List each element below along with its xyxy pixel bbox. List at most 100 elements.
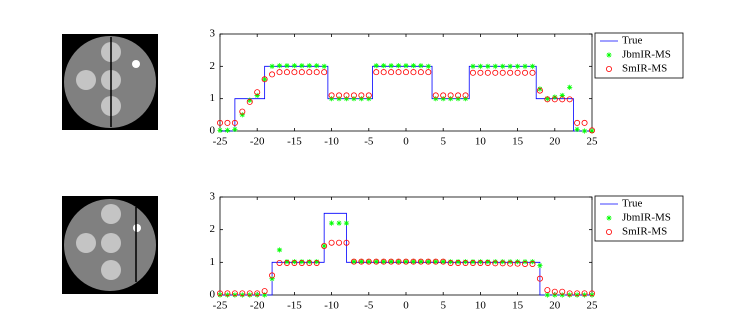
y-tick-label: 0 bbox=[210, 125, 216, 137]
circle-marker bbox=[246, 98, 253, 105]
star-marker bbox=[336, 220, 342, 226]
circle-marker bbox=[455, 259, 462, 266]
star-marker bbox=[537, 86, 543, 92]
star-marker bbox=[351, 96, 357, 102]
star-marker bbox=[425, 259, 431, 265]
star-marker bbox=[477, 259, 483, 265]
star-marker bbox=[455, 96, 461, 102]
star-marker bbox=[492, 63, 498, 69]
y-tick-label: 1 bbox=[210, 256, 216, 268]
star-marker bbox=[329, 96, 335, 102]
circle-marker bbox=[514, 69, 521, 76]
star-marker bbox=[470, 63, 476, 69]
plot: -25 -20 -15 -10 -5 0 5 10 15 20 25 0 1 2 3 bbox=[210, 28, 599, 148]
phantom-spot bbox=[101, 260, 121, 280]
circle-marker bbox=[462, 259, 469, 266]
circle-marker bbox=[507, 260, 514, 267]
circle-marker bbox=[606, 66, 613, 73]
plot: -25 -20 -15 -10 -5 0 5 10 15 20 25 0 1 2 3 bbox=[210, 191, 599, 312]
star-marker bbox=[403, 259, 409, 265]
circle-marker bbox=[380, 258, 387, 265]
circle-marker bbox=[283, 259, 290, 266]
star-marker bbox=[462, 259, 469, 265]
star-marker bbox=[366, 96, 372, 102]
star-marker bbox=[552, 292, 558, 298]
circle-marker bbox=[365, 258, 372, 265]
circle-marker bbox=[373, 69, 380, 76]
circle-marker bbox=[522, 69, 529, 76]
star-marker bbox=[477, 63, 483, 69]
star-marker bbox=[321, 243, 327, 249]
star-marker bbox=[507, 63, 513, 69]
star-marker bbox=[217, 127, 223, 133]
star-marker bbox=[239, 112, 245, 118]
circle-marker bbox=[455, 92, 462, 99]
star-marker bbox=[291, 259, 297, 265]
circle-marker bbox=[291, 259, 298, 266]
x-tick-label: -25 bbox=[213, 136, 228, 148]
circle-marker bbox=[432, 92, 439, 99]
star-marker bbox=[403, 63, 409, 69]
star-marker bbox=[448, 96, 454, 102]
star-marker bbox=[606, 52, 612, 58]
circle-marker bbox=[254, 89, 261, 96]
star-marker bbox=[232, 126, 238, 132]
star-marker bbox=[247, 97, 253, 103]
circle-marker bbox=[350, 258, 357, 265]
x-tick-label: -5 bbox=[364, 300, 374, 312]
x-tick-label: 15 bbox=[512, 300, 524, 312]
circle-marker bbox=[410, 258, 417, 265]
circle-marker bbox=[239, 290, 246, 297]
star-marker bbox=[299, 63, 305, 69]
star-marker bbox=[358, 259, 364, 265]
circle-marker bbox=[529, 260, 536, 267]
star-marker bbox=[544, 96, 550, 102]
circle-marker bbox=[395, 258, 402, 265]
circle-marker bbox=[358, 92, 365, 99]
x-tick-label: 15 bbox=[512, 136, 524, 148]
x-tick-label: -20 bbox=[250, 136, 265, 148]
legend-box bbox=[594, 32, 684, 79]
star-marker bbox=[515, 259, 521, 265]
star-marker bbox=[232, 292, 238, 298]
star-marker bbox=[470, 259, 476, 265]
circle-marker bbox=[388, 69, 395, 76]
x-tick-label: 5 bbox=[440, 136, 446, 148]
circle-marker bbox=[328, 92, 335, 99]
star-marker bbox=[410, 259, 417, 265]
circle-marker bbox=[261, 288, 268, 295]
star-marker bbox=[306, 63, 312, 69]
star-marker bbox=[343, 96, 350, 102]
x-tick-label: 25 bbox=[587, 136, 599, 148]
circle-marker bbox=[507, 69, 514, 76]
star-marker bbox=[410, 63, 417, 69]
circle-marker bbox=[462, 92, 469, 99]
star-marker bbox=[373, 63, 379, 69]
star-marker bbox=[492, 259, 498, 265]
star-marker bbox=[336, 96, 342, 102]
legend-label: JbmIR-MS bbox=[622, 212, 671, 224]
circle-marker bbox=[343, 239, 350, 246]
star-marker bbox=[418, 63, 424, 69]
x-tick-label: 10 bbox=[475, 136, 487, 148]
x-tick-label: 0 bbox=[403, 136, 409, 148]
star-marker bbox=[284, 63, 290, 69]
circle-marker bbox=[246, 290, 253, 297]
star-marker bbox=[559, 292, 565, 298]
star-marker bbox=[366, 259, 372, 265]
circle-marker bbox=[559, 288, 566, 295]
y-tick-label: 0 bbox=[210, 289, 216, 301]
circle-marker bbox=[447, 92, 454, 99]
legend-label: True bbox=[622, 198, 642, 210]
x-tick-label: -5 bbox=[364, 136, 374, 148]
phantom-top bbox=[62, 34, 158, 130]
star-marker bbox=[581, 292, 588, 298]
star-marker bbox=[507, 259, 513, 265]
star-marker bbox=[321, 63, 327, 69]
legend-box bbox=[594, 195, 684, 242]
circle-marker bbox=[254, 290, 261, 297]
circle-marker bbox=[440, 92, 447, 99]
star-marker bbox=[574, 292, 580, 298]
star-marker bbox=[462, 96, 469, 102]
circle-marker bbox=[336, 92, 343, 99]
